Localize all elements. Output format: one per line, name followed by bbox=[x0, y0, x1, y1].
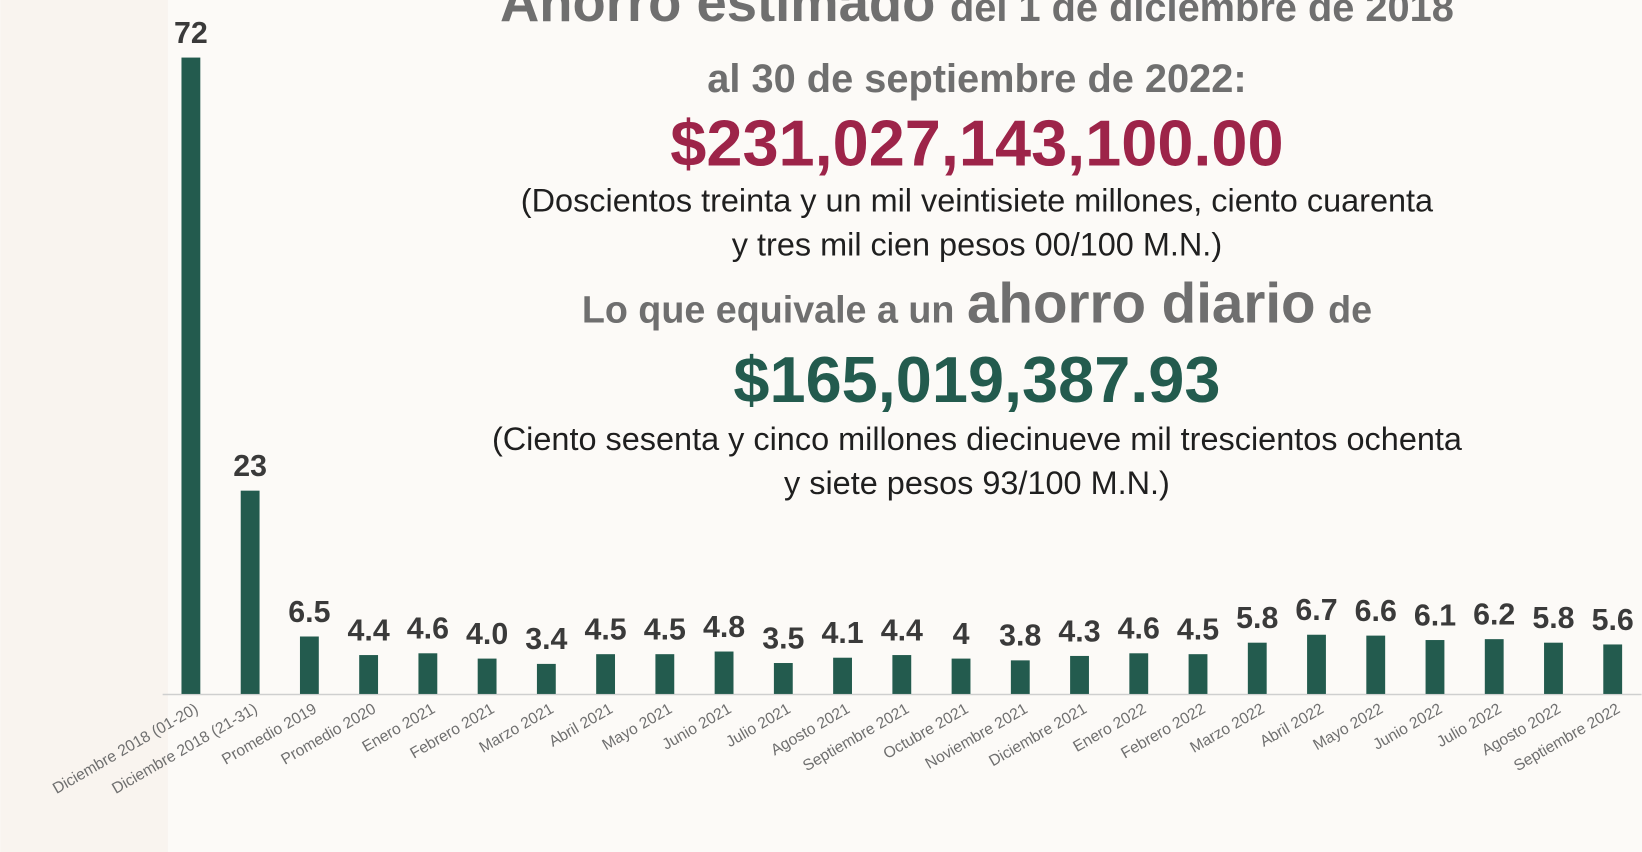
title-line2: al 30 de septiembre de 2022: bbox=[707, 57, 1246, 101]
value-label: 6.2 bbox=[1473, 598, 1515, 631]
bar bbox=[1603, 644, 1623, 694]
value-label: 5.8 bbox=[1236, 602, 1278, 635]
bar bbox=[359, 655, 379, 694]
value-label: 6.5 bbox=[288, 596, 330, 629]
total-words: (Doscientos treinta y un mil veintisiete… bbox=[521, 182, 1434, 218]
value-label: 4.5 bbox=[644, 614, 686, 647]
title: Ahorro estimado del 1 de diciembre de 201… bbox=[500, 0, 1454, 33]
total: $231,027,143,100.00 bbox=[670, 106, 1283, 179]
value-label: 3.4 bbox=[525, 623, 567, 656]
bar bbox=[1544, 642, 1563, 694]
bar bbox=[418, 653, 438, 694]
bar bbox=[596, 654, 616, 694]
bar bbox=[1366, 635, 1386, 694]
bar bbox=[1129, 653, 1149, 694]
value-label: 4.4 bbox=[881, 614, 923, 647]
daily: $165,019,387.93 bbox=[733, 343, 1220, 416]
bar bbox=[1247, 642, 1267, 694]
value-label: 23 bbox=[233, 450, 267, 483]
bar bbox=[536, 663, 556, 694]
value-label: 4.5 bbox=[584, 614, 626, 647]
value-label: 4 bbox=[953, 618, 970, 651]
value-label: 6.1 bbox=[1414, 599, 1456, 632]
bar bbox=[299, 636, 319, 694]
bar bbox=[181, 57, 201, 694]
pattern bbox=[0, 0, 168, 852]
value-label: 72 bbox=[174, 17, 208, 50]
value-label: 4.6 bbox=[407, 613, 449, 646]
daily-heading: Lo que equivale a un ahorro diario de bbox=[582, 271, 1372, 334]
value-label: 4.0 bbox=[466, 618, 508, 651]
value-label: 5.6 bbox=[1592, 604, 1634, 637]
bar bbox=[1307, 634, 1326, 694]
bar bbox=[714, 651, 734, 694]
bar bbox=[1070, 655, 1089, 694]
bar bbox=[1188, 654, 1208, 694]
value-label: 3.8 bbox=[999, 620, 1041, 653]
total-words: y tres mil cien pesos 00/100 M.N.) bbox=[732, 226, 1222, 262]
value-label: 6.6 bbox=[1355, 595, 1397, 628]
value-label: 4.1 bbox=[821, 617, 863, 650]
value-label: 4.8 bbox=[703, 611, 745, 644]
value-label: 5.8 bbox=[1532, 602, 1574, 635]
daily-words: y siete pesos 93/100 M.N.) bbox=[784, 465, 1170, 501]
bar bbox=[1484, 639, 1504, 694]
bar bbox=[240, 490, 260, 694]
value-label: 4.6 bbox=[1118, 613, 1160, 646]
value-label: 4.3 bbox=[1058, 615, 1100, 648]
value-label: 4.5 bbox=[1177, 614, 1219, 647]
bar bbox=[1425, 640, 1445, 694]
bar bbox=[951, 658, 971, 694]
value-label: 3.5 bbox=[762, 622, 804, 655]
bar bbox=[892, 655, 912, 694]
value-label: 6.7 bbox=[1295, 594, 1337, 627]
bar bbox=[655, 654, 675, 694]
value-label: 4.4 bbox=[348, 614, 390, 647]
bar bbox=[477, 658, 497, 694]
bar bbox=[833, 657, 852, 694]
bar bbox=[1010, 660, 1030, 694]
daily-words: (Ciento sesenta y cinco millones diecinu… bbox=[492, 421, 1463, 457]
bar bbox=[773, 663, 793, 694]
